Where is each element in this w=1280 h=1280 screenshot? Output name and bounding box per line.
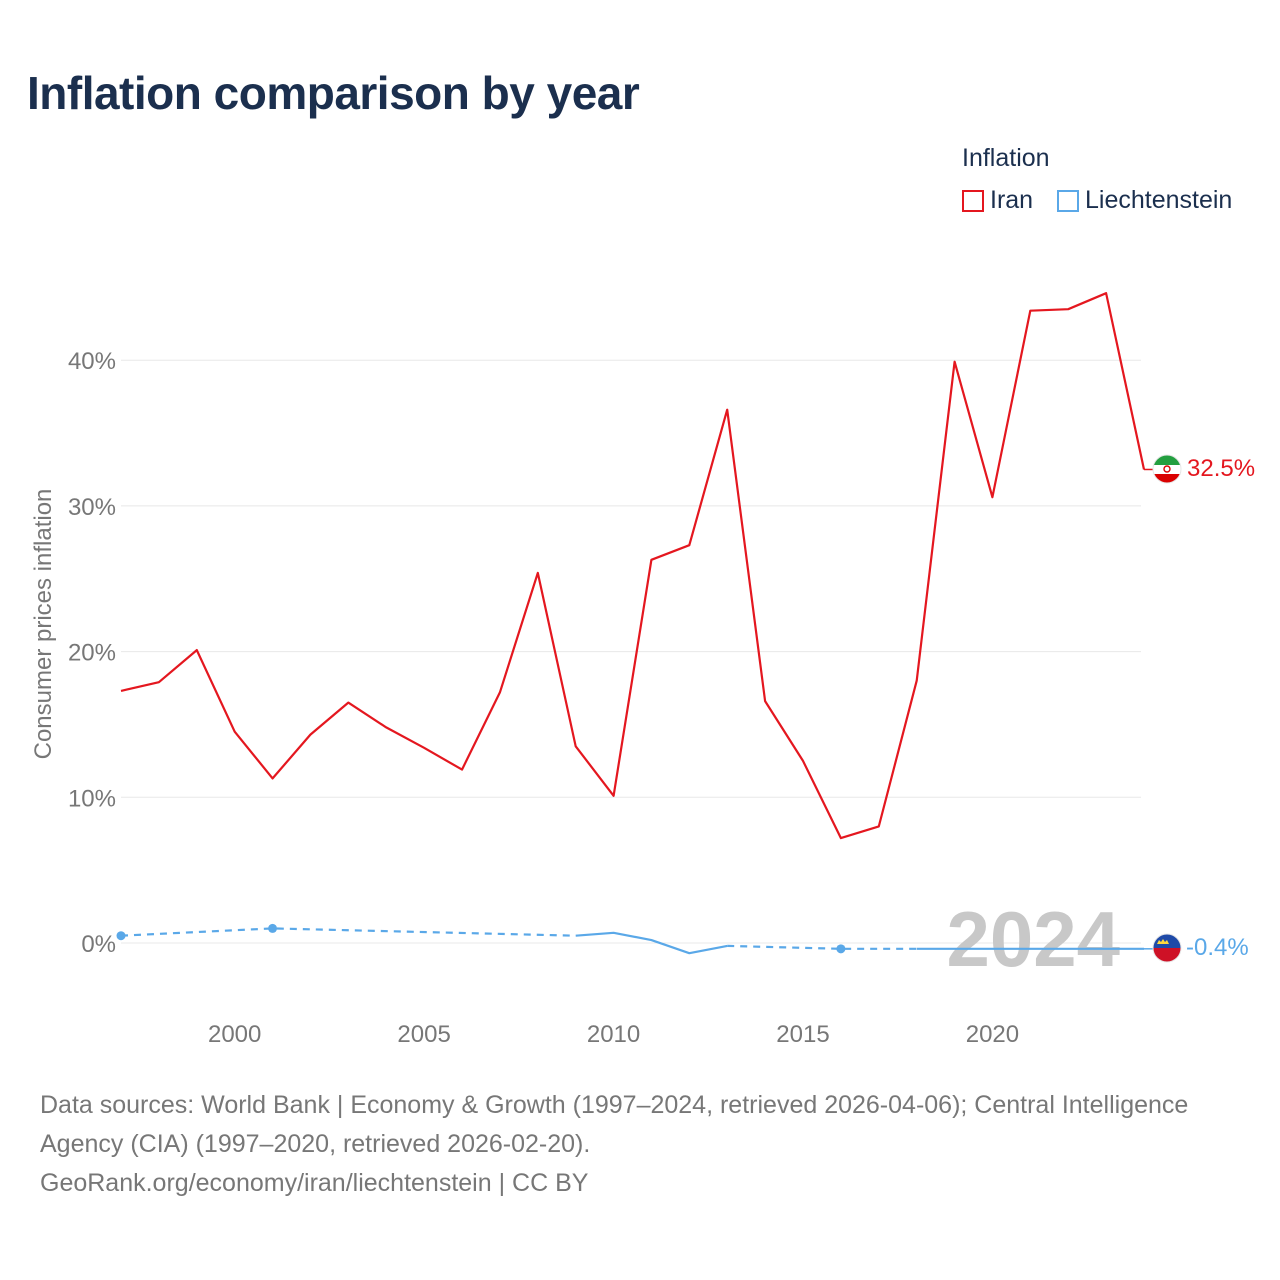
legend-label-liechtenstein: Liechtenstein	[1085, 186, 1233, 214]
liechtenstein-end-label: -0.4%	[1186, 934, 1249, 961]
data-point-liechtenstein[interactable]	[268, 923, 278, 933]
legend-item-liechtenstein[interactable]: Liechtenstein	[1057, 186, 1232, 215]
y-tick-label: 20%	[68, 640, 116, 667]
x-tick-label: 2000	[208, 1021, 261, 1048]
y-axis-label: Consumer prices inflation	[30, 489, 57, 760]
data-sources: Data sources: World Bank | Economy & Gro…	[40, 1091, 1189, 1158]
legend-title: Inflation	[962, 144, 1050, 172]
x-axis-ticks: 2000 2005 2010 2015 2020	[208, 1021, 1019, 1048]
x-tick-label: 2010	[587, 1021, 640, 1048]
series-line-liechtenstein-segment-1[interactable]	[575, 931, 728, 955]
year-watermark: 2024	[946, 895, 1120, 983]
chart-title: Inflation comparison by year	[27, 67, 640, 119]
x-tick-label: 2020	[966, 1021, 1019, 1048]
legend-swatch-liechtenstein	[1057, 189, 1079, 212]
credit-link[interactable]: GeoRank.org/economy/iran/liechtenstein |…	[40, 1169, 589, 1197]
y-tick-label: 30%	[68, 494, 116, 521]
series-line-iran[interactable]	[120, 292, 1146, 840]
legend-swatch-iran	[962, 189, 984, 212]
series-lines	[116, 292, 1153, 955]
y-tick-label: 0%	[81, 931, 116, 958]
legend-label-iran: Iran	[990, 186, 1034, 214]
data-point-liechtenstein[interactable]	[116, 931, 126, 941]
liechtenstein-flag-icon	[1152, 933, 1182, 963]
x-tick-label: 2005	[397, 1021, 450, 1048]
inflation-line-chart: 0% 10% 20% 30% 40% 2000 2005 2010 2015 2020 2024…	[30, 292, 1255, 1048]
series-line-liechtenstein-segment-0[interactable]	[120, 927, 576, 937]
gridlines	[121, 359, 1141, 944]
y-tick-label: 10%	[68, 785, 116, 812]
data-point-liechtenstein[interactable]	[836, 944, 846, 954]
iran-flag-icon	[1152, 454, 1182, 484]
series-line-liechtenstein-segment-2[interactable]	[727, 944, 917, 950]
x-tick-label: 2015	[776, 1021, 829, 1048]
legend-item-iran[interactable]: Iran	[962, 186, 1033, 215]
y-axis-ticks: 0% 10% 20% 30% 40%	[68, 348, 116, 958]
iran-end-label: 32.5%	[1187, 455, 1255, 482]
y-tick-label: 40%	[68, 348, 116, 375]
